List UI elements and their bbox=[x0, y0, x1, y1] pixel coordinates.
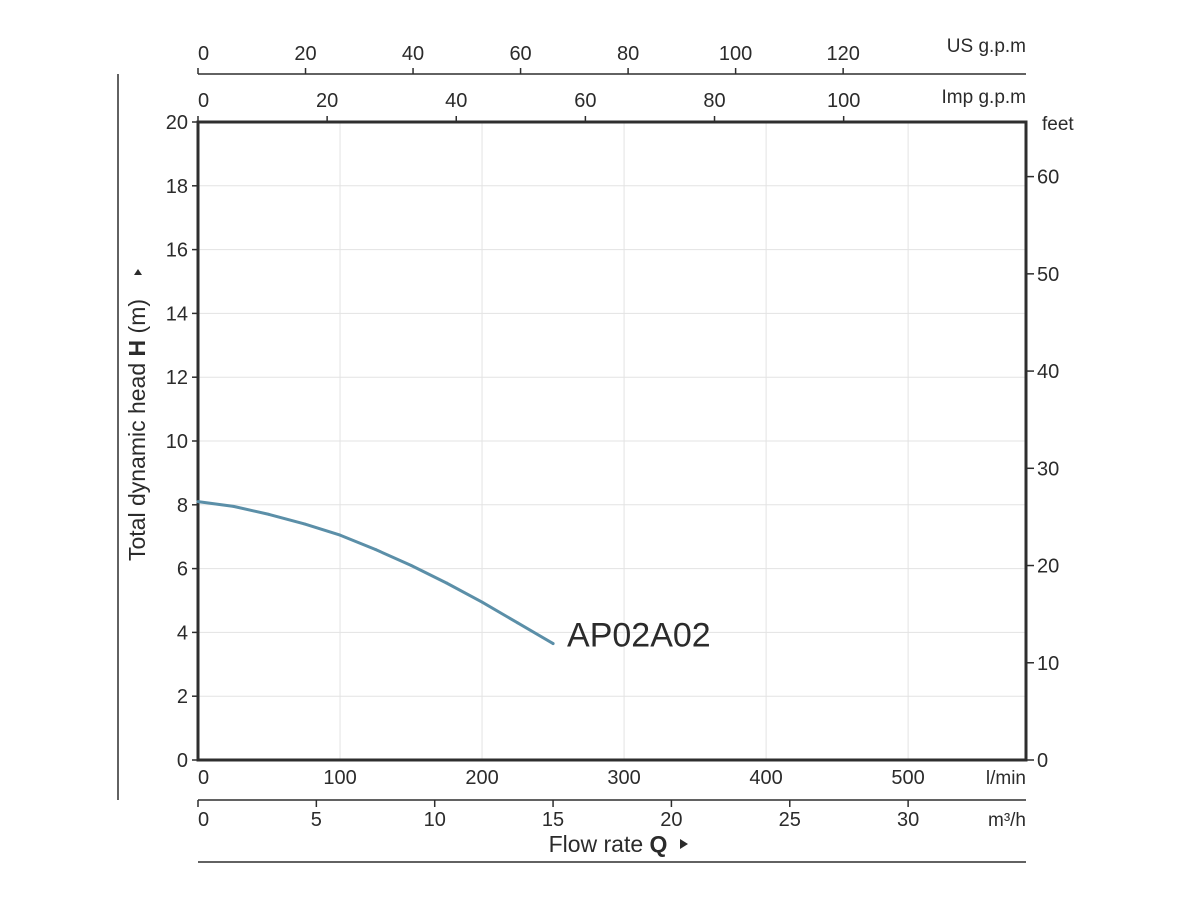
m3h-tick-label: 5 bbox=[311, 809, 322, 831]
us-gpm-unit-label: US g.p.m bbox=[947, 36, 1026, 57]
curve-point bbox=[196, 500, 200, 504]
curve-point bbox=[445, 581, 448, 585]
curve-point bbox=[409, 564, 413, 567]
feet-tick-label: 40 bbox=[1037, 361, 1059, 383]
x-axis-arrow-icon bbox=[680, 839, 688, 849]
y-tick-label: 0 bbox=[177, 750, 188, 772]
y-tick-label: 20 bbox=[166, 112, 188, 134]
lmin-tick-label: 400 bbox=[749, 767, 782, 789]
imp-gpm-tick-label: 40 bbox=[445, 90, 467, 112]
imp-gpm-tick-label: 100 bbox=[827, 90, 860, 112]
imp-gpm-unit-label: Imp g.p.m bbox=[942, 87, 1026, 108]
us-gpm-tick-label: 120 bbox=[826, 43, 859, 65]
imp-gpm-tick-label: 0 bbox=[198, 90, 209, 112]
m3h-tick-label: 10 bbox=[424, 809, 446, 831]
curve-point bbox=[232, 504, 235, 508]
feet-tick-label: 20 bbox=[1037, 556, 1059, 578]
feet-tick-label: 10 bbox=[1037, 653, 1059, 675]
curve-point bbox=[551, 642, 555, 645]
lmin-tick-label: 0 bbox=[198, 767, 209, 789]
curve-point bbox=[338, 533, 342, 537]
m3h-tick-label: 0 bbox=[198, 809, 209, 831]
m3h-tick-label: 20 bbox=[660, 809, 682, 831]
curve-point bbox=[374, 548, 377, 551]
us-gpm-tick-label: 60 bbox=[509, 43, 531, 65]
y-tick-label: 10 bbox=[166, 431, 188, 453]
y-tick-label: 8 bbox=[177, 495, 188, 517]
y-axis-label-unit: (m) bbox=[124, 299, 150, 340]
lmin-tick-label: 300 bbox=[607, 767, 640, 789]
us-gpm-tick-label: 80 bbox=[617, 43, 639, 65]
feet-tick-label: 0 bbox=[1037, 750, 1048, 772]
x-axis-label-prefix: Flow rate bbox=[549, 831, 650, 857]
y-axis-label-symbol: H bbox=[124, 340, 150, 357]
lmin-tick-label: 100 bbox=[323, 767, 356, 789]
us-gpm-tick-label: 40 bbox=[402, 43, 424, 65]
m3h-tick-label: 30 bbox=[897, 809, 919, 831]
imp-gpm-tick-label: 80 bbox=[703, 90, 725, 112]
y-tick-label: 18 bbox=[166, 176, 188, 198]
lmin-tick-label: 200 bbox=[465, 767, 498, 789]
us-gpm-tick-label: 100 bbox=[719, 43, 752, 65]
y-tick-label: 4 bbox=[177, 622, 188, 644]
m3h-unit-label: m³/h bbox=[988, 810, 1026, 831]
y-tick-label: 16 bbox=[166, 240, 188, 262]
x-axis-label-symbol: Q bbox=[650, 831, 668, 857]
y-axis-label-prefix: Total dynamic head bbox=[124, 356, 150, 561]
lmin-tick-label: 500 bbox=[891, 767, 924, 789]
feet-tick-label: 60 bbox=[1037, 167, 1059, 189]
curve-point bbox=[480, 600, 484, 604]
feet-tick-label: 50 bbox=[1037, 264, 1059, 286]
series-layer: AP02A02 bbox=[196, 500, 711, 655]
y-tick-label: 2 bbox=[177, 686, 188, 708]
axes bbox=[117, 68, 1034, 863]
series-label: AP02A02 bbox=[567, 617, 711, 655]
grid bbox=[198, 122, 1026, 760]
curve-point bbox=[303, 522, 306, 526]
imp-gpm-tick-label: 20 bbox=[316, 90, 338, 112]
y-axis-arrow-icon bbox=[134, 269, 142, 275]
m3h-tick-label: 25 bbox=[779, 809, 801, 831]
lmin-unit-label: l/min bbox=[986, 768, 1026, 789]
y-axis-label: Total dynamic head H (m) bbox=[124, 299, 150, 561]
curve-point bbox=[267, 512, 271, 516]
feet-unit-label: feet bbox=[1042, 114, 1074, 135]
x-axis-label: Flow rate Q bbox=[549, 831, 668, 857]
y-tick-label: 14 bbox=[166, 303, 188, 325]
imp-gpm-tick-label: 60 bbox=[574, 90, 596, 112]
us-gpm-tick-label: 20 bbox=[294, 43, 316, 65]
m3h-tick-label: 15 bbox=[542, 809, 564, 831]
y-tick-label: 12 bbox=[166, 367, 188, 389]
curve-point bbox=[516, 621, 519, 625]
us-gpm-tick-label: 0 bbox=[198, 43, 209, 65]
y-tick-label: 6 bbox=[177, 559, 188, 581]
feet-tick-label: 30 bbox=[1037, 458, 1059, 480]
